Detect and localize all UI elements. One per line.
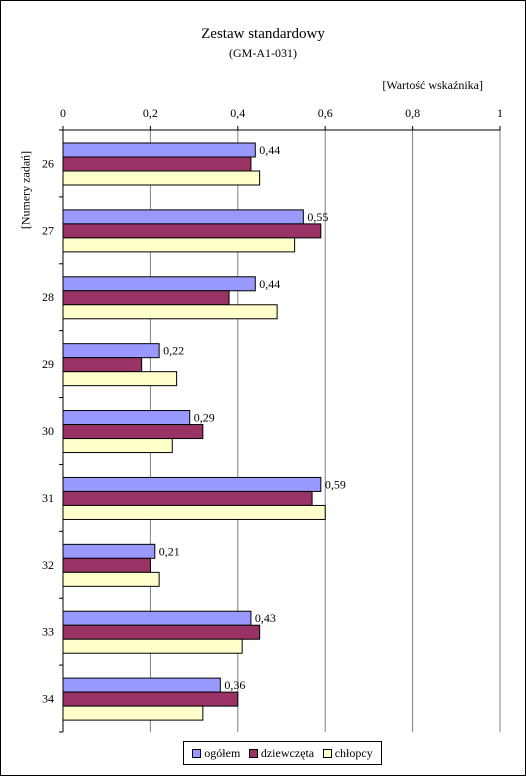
bar-ogółem-31 (62, 476, 322, 492)
legend-swatch-ogolem (192, 748, 202, 758)
legend-label-dziewczeta: dziewczęta (260, 745, 315, 760)
data-label: 0,44 (259, 143, 280, 157)
bar-dziewczęta-34 (62, 691, 239, 707)
chart-subtitle: (GM-A1-031) (229, 46, 297, 60)
bar-ogółem-26 (62, 142, 256, 158)
y-tick-label: 34 (42, 692, 54, 706)
data-label: 0,44 (259, 277, 280, 291)
x-tick-label: 0,8 (405, 106, 420, 120)
x-tick-label: 0,2 (143, 106, 158, 120)
data-label: 0,29 (194, 411, 215, 425)
bar-ogółem-28 (62, 276, 256, 292)
bar-chłopcy-32 (62, 571, 160, 587)
bar-dziewczęta-28 (62, 290, 230, 306)
bar-chłopcy-33 (62, 638, 243, 654)
y-tick-label: 33 (42, 625, 54, 639)
bar-chłopcy-27 (62, 237, 296, 253)
bar-ogółem-30 (62, 410, 191, 426)
bar-chłopcy-29 (62, 371, 178, 387)
bar-dziewczęta-27 (62, 223, 322, 239)
legend-item-chlopcy: chłopcy (322, 745, 373, 761)
x-tick-label: 0,4 (230, 106, 245, 120)
bar-dziewczęta-32 (62, 557, 151, 573)
y-tick-label: 26 (42, 156, 54, 170)
data-label: 0,43 (255, 611, 276, 625)
y-tick-label: 27 (42, 223, 54, 237)
bar-ogółem-27 (62, 209, 304, 225)
legend: ogółem dziewczęta chłopcy (183, 741, 382, 765)
data-label: 0,55 (307, 210, 328, 224)
data-label: 0,22 (163, 344, 184, 358)
x-tick-label: 0,6 (318, 106, 333, 120)
bar-dziewczęta-26 (62, 156, 252, 172)
bar-chłopcy-26 (62, 170, 261, 186)
bar-dziewczęta-29 (62, 357, 143, 373)
x-tick-label: 1 (497, 106, 503, 120)
x-tick-label: 0 (60, 106, 66, 120)
bar-ogółem-33 (62, 610, 252, 626)
chart-title: Zestaw standardowy (201, 26, 325, 42)
data-label: 0,59 (325, 477, 346, 491)
bar-chłopcy-34 (62, 705, 204, 721)
bar-ogółem-32 (62, 543, 156, 559)
legend-label-ogolem: ogółem (204, 745, 241, 760)
legend-item-ogolem: ogółem (192, 746, 240, 761)
legend-swatch-dziewczeta (248, 748, 258, 758)
x-axis-label: [Wartość wskaźnika] (382, 78, 483, 92)
bar-ogółem-34 (62, 677, 221, 693)
bar-chłopcy-31 (62, 504, 326, 520)
bar-dziewczęta-31 (62, 490, 313, 506)
bar-ogółem-29 (62, 343, 160, 359)
legend-label-chlopcy: chłopcy (334, 745, 373, 760)
y-tick-label: 30 (42, 424, 54, 438)
legend-item-dziewczeta: dziewczęta (248, 745, 315, 761)
bar-chłopcy-30 (62, 438, 173, 454)
y-tick-label: 28 (42, 290, 54, 304)
y-tick-label: 31 (42, 491, 54, 505)
y-tick-label: 32 (42, 558, 54, 572)
bar-dziewczęta-30 (62, 424, 204, 440)
y-tick-label: 29 (42, 357, 54, 371)
data-label: 0,21 (159, 544, 180, 558)
data-label: 0,36 (224, 678, 245, 692)
bar-chłopcy-28 (62, 304, 278, 320)
legend-swatch-chlopcy (322, 748, 332, 758)
bar-dziewczęta-33 (62, 624, 261, 640)
